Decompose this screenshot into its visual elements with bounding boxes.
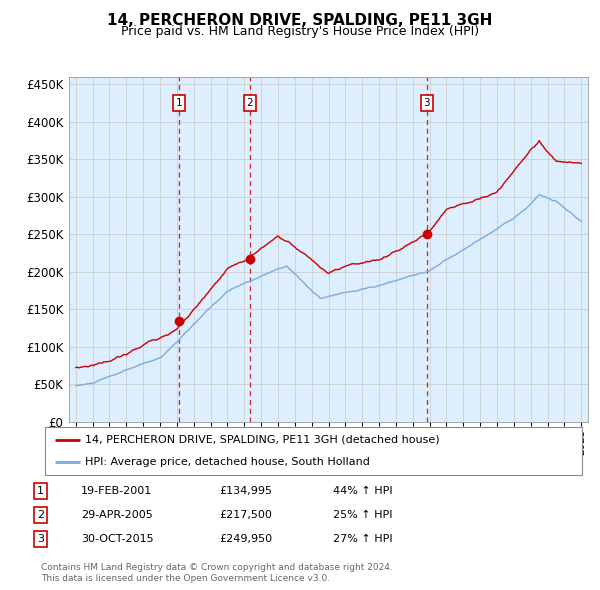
Text: 2: 2 xyxy=(37,510,44,520)
Text: £134,995: £134,995 xyxy=(219,486,272,496)
Text: 14, PERCHERON DRIVE, SPALDING, PE11 3GH (detached house): 14, PERCHERON DRIVE, SPALDING, PE11 3GH … xyxy=(85,435,440,445)
Text: Price paid vs. HM Land Registry's House Price Index (HPI): Price paid vs. HM Land Registry's House … xyxy=(121,25,479,38)
Text: 3: 3 xyxy=(424,98,430,108)
Text: 19-FEB-2001: 19-FEB-2001 xyxy=(81,486,152,496)
Text: 1: 1 xyxy=(176,98,182,108)
Text: £249,950: £249,950 xyxy=(219,535,272,544)
Text: 14, PERCHERON DRIVE, SPALDING, PE11 3GH: 14, PERCHERON DRIVE, SPALDING, PE11 3GH xyxy=(107,13,493,28)
Text: 25% ↑ HPI: 25% ↑ HPI xyxy=(333,510,392,520)
Text: 30-OCT-2015: 30-OCT-2015 xyxy=(81,535,154,544)
Text: £217,500: £217,500 xyxy=(219,510,272,520)
Text: 1: 1 xyxy=(37,486,44,496)
Text: 3: 3 xyxy=(37,535,44,544)
Text: This data is licensed under the Open Government Licence v3.0.: This data is licensed under the Open Gov… xyxy=(41,573,330,583)
Text: 2: 2 xyxy=(247,98,253,108)
Text: 29-APR-2005: 29-APR-2005 xyxy=(81,510,153,520)
Text: 27% ↑ HPI: 27% ↑ HPI xyxy=(333,535,392,544)
Text: HPI: Average price, detached house, South Holland: HPI: Average price, detached house, Sout… xyxy=(85,457,370,467)
Text: Contains HM Land Registry data © Crown copyright and database right 2024.: Contains HM Land Registry data © Crown c… xyxy=(41,563,392,572)
FancyBboxPatch shape xyxy=(45,427,582,475)
Text: 44% ↑ HPI: 44% ↑ HPI xyxy=(333,486,392,496)
